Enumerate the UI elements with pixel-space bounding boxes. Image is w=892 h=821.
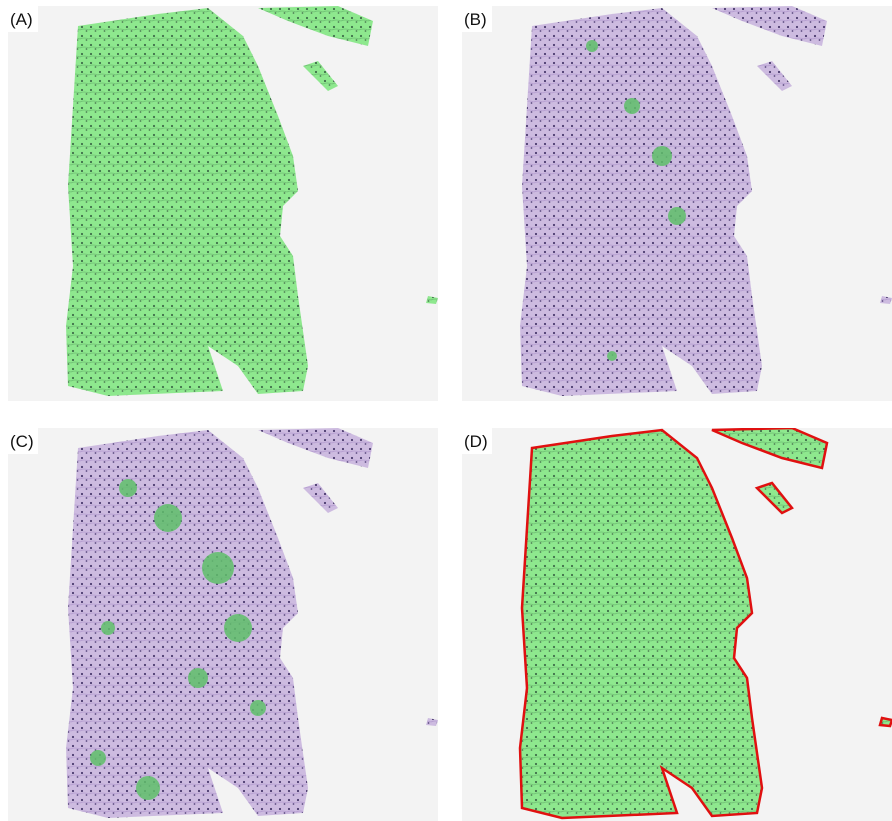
panel-a: (A)	[8, 6, 438, 401]
figure: (A) (B) (C) (D)	[0, 0, 892, 821]
panel-b: (B)	[462, 6, 892, 401]
panel-label: (B)	[464, 10, 487, 29]
panel-d: (D)	[462, 428, 892, 821]
panel-label: (D)	[464, 432, 488, 451]
panel-label: (A)	[10, 10, 33, 29]
panel-c: (C)	[8, 428, 438, 821]
panel-label: (C)	[10, 432, 34, 451]
